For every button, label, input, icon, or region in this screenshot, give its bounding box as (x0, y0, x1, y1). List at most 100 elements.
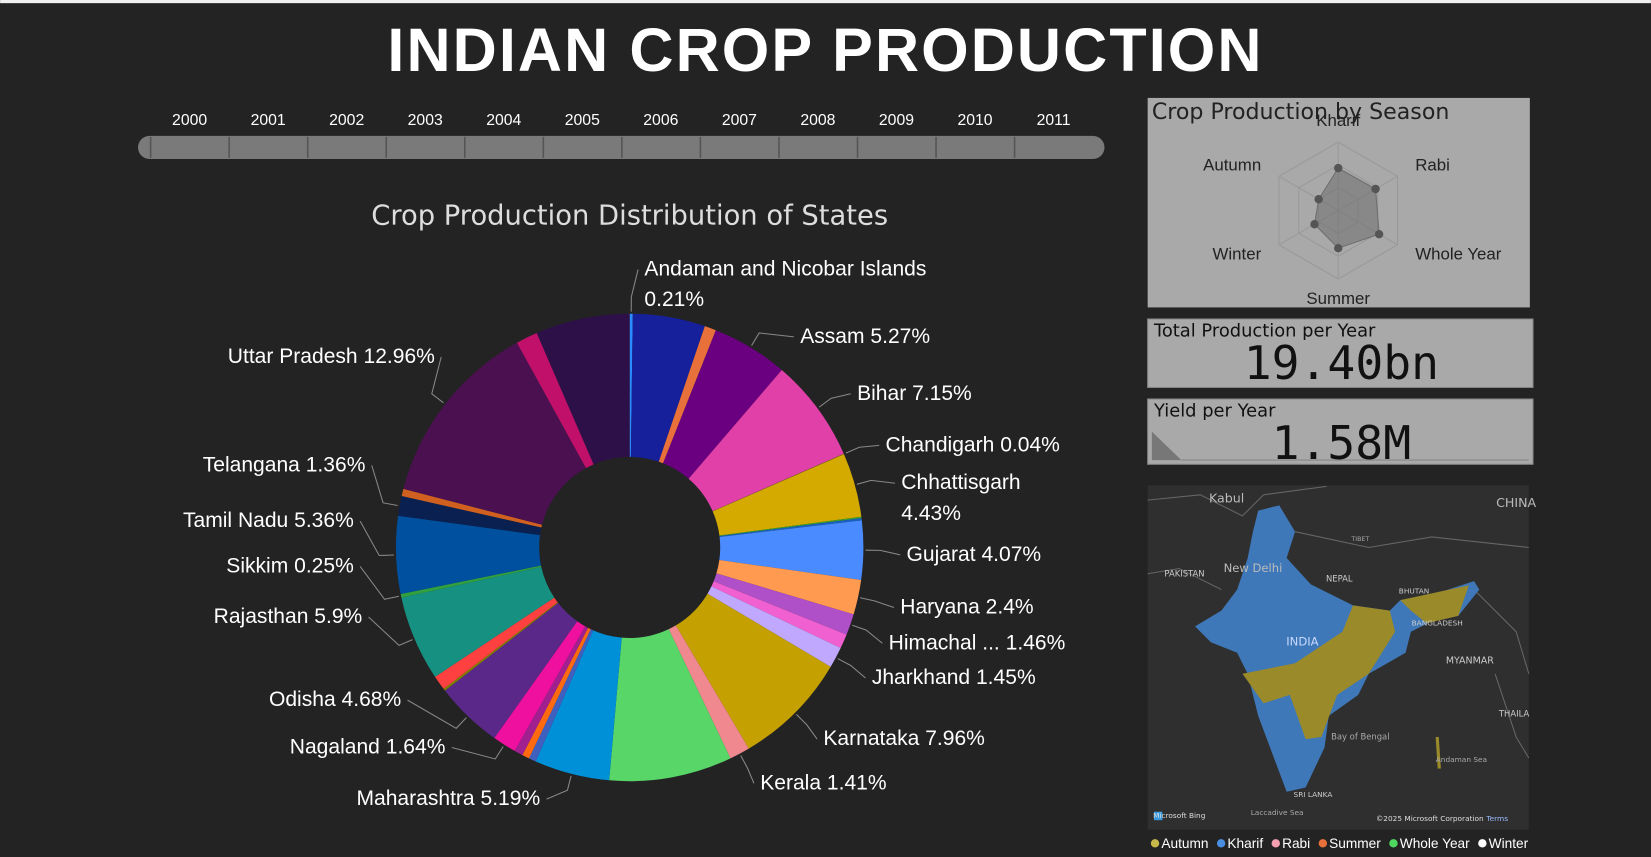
radar-point (1334, 243, 1343, 253)
donut-slice (668, 625, 749, 759)
map-borders (1147, 485, 1530, 759)
donut-slice (403, 342, 587, 525)
donut-slice (516, 333, 594, 469)
slice-label-value: 5.27% (870, 324, 930, 347)
slice-label-name: Sikkim (226, 554, 288, 577)
slice-label-name: Chandigarh (886, 433, 995, 456)
slice-label-value: 4.07% (981, 542, 1041, 565)
leader-line (852, 624, 883, 644)
slice-label-name: Maharashtra (356, 787, 474, 810)
donut-slice (528, 629, 594, 762)
slice-label-name: Tamil Nadu (183, 509, 288, 532)
map-label: MYANMAR (1446, 656, 1494, 667)
legend-label: Kharif (1227, 836, 1263, 851)
leader-line (407, 699, 467, 729)
slice-label-value: 1.36% (306, 453, 366, 476)
slice-label-value: 0.04% (1000, 433, 1060, 456)
slice-label: Chandigarh 0.04% (886, 433, 1060, 456)
legend-label: Summer (1329, 836, 1381, 851)
slice-label-value: 4.43% (901, 501, 961, 524)
card-title: Total Production per Year (1153, 321, 1376, 342)
slice-label-name: Karnataka (823, 727, 919, 750)
page-title: INDIAN CROP PRODUCTION (387, 16, 1263, 84)
slice-label-name: Andaman and Nicobar Islands (644, 257, 926, 280)
donut-slice (675, 593, 831, 749)
leader-line (371, 465, 398, 506)
slice-label-value: 5.9% (314, 605, 362, 628)
map-label: BHUTAN (1399, 587, 1429, 596)
chart-title: Crop Production Distribution of States (371, 200, 888, 231)
leader-line (431, 356, 444, 404)
leader-line (845, 444, 880, 454)
slice-label: Nagaland 1.64% (290, 735, 446, 758)
leader-line (359, 520, 394, 557)
leader-line (451, 746, 504, 760)
slice-label: Tamil Nadu 5.36% (183, 509, 354, 532)
slice-label-name: Odisha (269, 688, 336, 711)
radar-label: Winter (1213, 245, 1262, 264)
year-label: 2007 (722, 112, 757, 129)
year-label: 2006 (643, 112, 678, 129)
donut-slice (401, 488, 543, 528)
donut-slice (712, 454, 862, 536)
slice-label-value: 0.21% (644, 288, 704, 311)
slice-label: Telangana 1.36% (203, 453, 366, 476)
card-panel (1147, 398, 1534, 465)
donut-slice (712, 453, 845, 512)
slice-label: Karnataka 7.96% (823, 727, 985, 750)
slice-label-name: Chhattisgarh (901, 471, 1020, 494)
map-label: PAKISTAN (1164, 568, 1204, 578)
slice-label: Bihar 7.15% (857, 381, 972, 404)
leader-line (546, 775, 572, 800)
map-label: CHINA (1496, 495, 1536, 510)
map-region[interactable] (1435, 736, 1441, 769)
map-label: Andaman Sea (1436, 755, 1487, 764)
leader-line (368, 616, 413, 647)
leader-line (630, 269, 639, 312)
year-label: 2002 (329, 112, 364, 129)
map-region[interactable] (1242, 585, 1469, 740)
slice-label-name: Kerala (760, 771, 821, 794)
slice-label-name: Haryana (900, 595, 980, 618)
legend-label: Whole Year (1400, 836, 1470, 851)
radar-label: Autumn (1203, 156, 1261, 175)
map-label: New Delhi (1224, 561, 1283, 575)
legend-swatch (1389, 839, 1398, 848)
donut-slice (688, 370, 844, 512)
donut-slice (435, 597, 558, 689)
year-label: 2004 (486, 112, 521, 129)
donut-slice (400, 565, 542, 598)
slice-label-value: 5.19% (480, 787, 540, 810)
map-label: Terms (1485, 814, 1508, 823)
leader-line (865, 549, 901, 556)
year-label: 2001 (251, 112, 286, 129)
slice-label-value: 7.96% (925, 727, 985, 750)
legend-label: Rabi (1282, 836, 1310, 851)
donut-slice (401, 566, 555, 677)
slice-label: Kerala 1.41% (760, 771, 886, 794)
legend-swatch (1478, 839, 1487, 848)
donut-slice (443, 602, 559, 691)
radar-label: Kharif (1316, 111, 1360, 130)
top-strip (0, 0, 1651, 4)
legend-label: Winter (1489, 836, 1529, 851)
radar-point (1310, 220, 1319, 229)
slice-label: Jharkhand 1.45% (872, 666, 1036, 689)
legend-swatch (1318, 839, 1328, 848)
card-sparkline (1151, 431, 1182, 461)
slice-label-value: 2.4% (986, 595, 1034, 618)
leader-line (795, 713, 818, 740)
card-title: Yield per Year (1153, 401, 1276, 422)
leader-line (359, 566, 400, 600)
donut-slice (494, 621, 586, 751)
donut-slice (719, 520, 864, 580)
map-label: THAILA (1498, 708, 1530, 718)
donut-slice (719, 516, 862, 537)
legend-swatch (1271, 839, 1280, 848)
slice-label-value: 12.96% (364, 344, 435, 367)
radar-point (1334, 163, 1343, 173)
slice-label-value: 5.36% (294, 509, 354, 532)
year-label: 2008 (800, 112, 835, 129)
slice-label: Maharashtra 5.19% (356, 787, 540, 810)
